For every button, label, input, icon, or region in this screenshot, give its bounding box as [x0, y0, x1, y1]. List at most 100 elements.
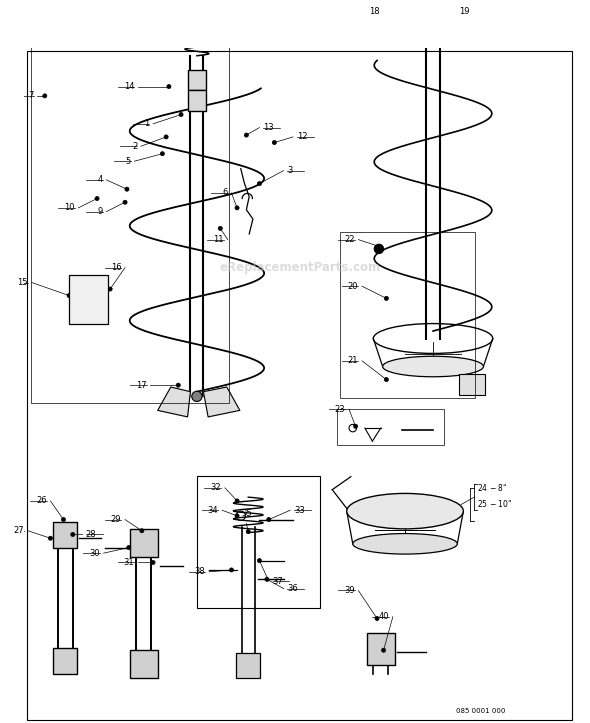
- Text: 1: 1: [144, 119, 149, 129]
- Circle shape: [273, 140, 277, 145]
- Text: 12: 12: [297, 132, 307, 142]
- Circle shape: [379, 245, 383, 249]
- Bar: [337, 409, 444, 445]
- Bar: [340, 232, 475, 398]
- Bar: [372, 4, 465, 45]
- Text: 19: 19: [459, 7, 470, 17]
- Text: 6: 6: [222, 189, 228, 197]
- Text: 14: 14: [124, 82, 135, 91]
- Text: 31: 31: [124, 558, 135, 567]
- Circle shape: [235, 206, 239, 210]
- Text: 38: 38: [195, 568, 205, 576]
- Circle shape: [140, 529, 144, 533]
- Circle shape: [235, 514, 239, 518]
- Circle shape: [375, 617, 379, 620]
- Text: 20: 20: [348, 282, 358, 291]
- Circle shape: [374, 244, 384, 254]
- Circle shape: [167, 85, 171, 89]
- Bar: [188, 90, 206, 111]
- Ellipse shape: [347, 493, 463, 529]
- Text: 29: 29: [111, 515, 122, 524]
- Circle shape: [246, 530, 250, 534]
- Text: 25 $-$ 10": 25 $-$ 10": [477, 498, 512, 509]
- Text: 17: 17: [136, 381, 146, 390]
- Circle shape: [384, 377, 388, 382]
- Circle shape: [267, 518, 271, 521]
- Text: 33: 33: [294, 505, 304, 515]
- Text: 22: 22: [344, 235, 355, 244]
- Circle shape: [42, 94, 47, 98]
- Circle shape: [192, 391, 202, 401]
- Circle shape: [48, 536, 53, 540]
- Text: 32: 32: [211, 483, 221, 492]
- Text: 10: 10: [64, 203, 75, 213]
- Text: 40: 40: [379, 612, 389, 621]
- Circle shape: [179, 113, 183, 116]
- Circle shape: [127, 545, 131, 549]
- Text: 34: 34: [208, 505, 218, 515]
- Bar: [130, 650, 158, 678]
- Bar: [188, 69, 206, 90]
- Circle shape: [438, 26, 441, 30]
- Text: 27: 27: [14, 526, 24, 535]
- Circle shape: [61, 518, 65, 521]
- Ellipse shape: [353, 534, 457, 554]
- Circle shape: [71, 532, 75, 536]
- Bar: [412, 16, 454, 42]
- Text: 15: 15: [18, 278, 28, 287]
- Bar: [130, 529, 158, 557]
- Circle shape: [125, 187, 129, 192]
- Bar: [53, 522, 77, 547]
- Text: 18: 18: [369, 7, 380, 17]
- Circle shape: [123, 200, 127, 205]
- Bar: [69, 275, 108, 324]
- Circle shape: [257, 181, 261, 186]
- Text: 36: 36: [287, 584, 298, 593]
- Polygon shape: [204, 387, 240, 417]
- Circle shape: [353, 424, 358, 428]
- Text: 11: 11: [214, 235, 224, 244]
- Text: 21: 21: [348, 356, 358, 365]
- Circle shape: [244, 133, 248, 137]
- Polygon shape: [158, 387, 191, 417]
- Circle shape: [382, 648, 386, 652]
- Text: 39: 39: [344, 586, 355, 595]
- Bar: [236, 653, 260, 678]
- Bar: [459, 374, 486, 395]
- Circle shape: [235, 499, 239, 503]
- Text: 37: 37: [273, 577, 283, 586]
- Text: 5: 5: [126, 157, 130, 166]
- Text: 2: 2: [132, 142, 137, 151]
- Circle shape: [384, 296, 388, 301]
- Text: 23: 23: [335, 405, 345, 414]
- Text: 24 $-$ 8": 24 $-$ 8": [477, 482, 507, 493]
- Ellipse shape: [383, 356, 483, 377]
- Bar: [197, 476, 320, 608]
- Circle shape: [95, 197, 99, 200]
- Text: 4: 4: [97, 176, 103, 184]
- Circle shape: [257, 559, 261, 562]
- Text: 26: 26: [36, 497, 47, 505]
- Circle shape: [67, 294, 71, 298]
- Text: eReplacementParts.com: eReplacementParts.com: [219, 261, 380, 274]
- Bar: [367, 633, 395, 665]
- Text: 28: 28: [86, 530, 97, 539]
- Circle shape: [407, 19, 411, 23]
- Text: 13: 13: [263, 123, 274, 132]
- Circle shape: [108, 287, 112, 291]
- Circle shape: [265, 577, 269, 581]
- Text: 3: 3: [287, 166, 293, 175]
- Text: 9: 9: [97, 207, 103, 216]
- Circle shape: [195, 10, 199, 14]
- Text: 35: 35: [241, 509, 252, 518]
- Circle shape: [151, 560, 155, 565]
- Circle shape: [160, 152, 165, 155]
- Circle shape: [176, 383, 181, 388]
- Circle shape: [218, 226, 222, 231]
- Circle shape: [230, 568, 234, 572]
- Text: 30: 30: [89, 549, 100, 557]
- Bar: [31, 7, 229, 403]
- Text: 16: 16: [111, 263, 122, 272]
- Bar: [418, 7, 448, 16]
- Text: 7: 7: [28, 91, 34, 100]
